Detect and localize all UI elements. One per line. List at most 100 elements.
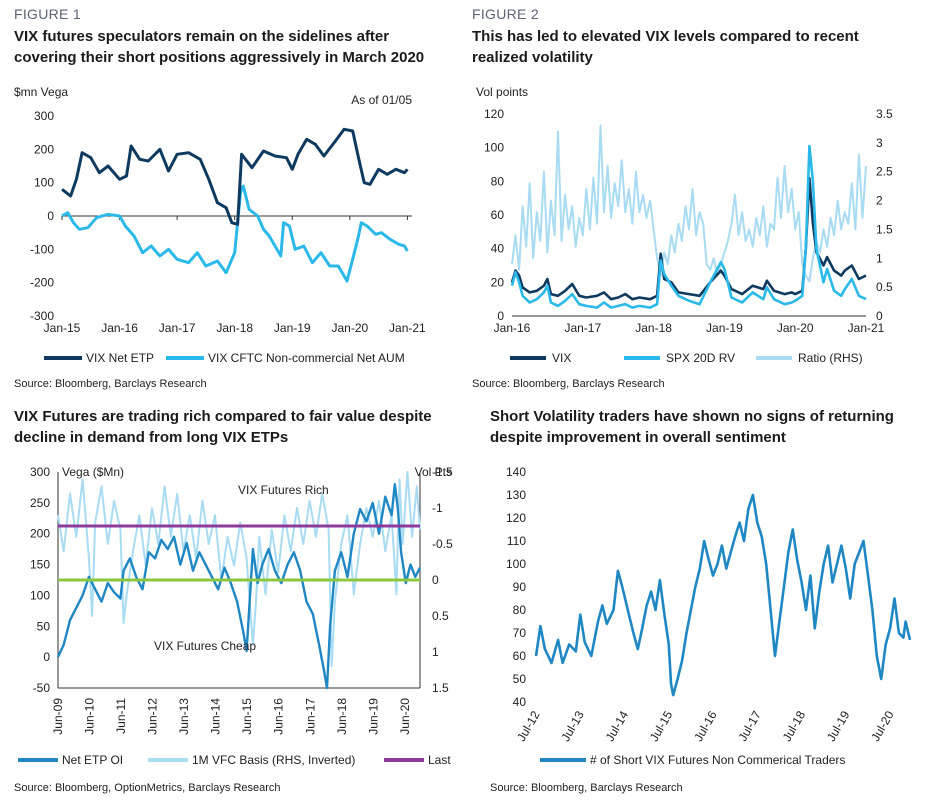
y-tick-label: 70 xyxy=(513,626,527,640)
series-line-light xyxy=(511,124,867,283)
x-tick-label: Jan-20 xyxy=(331,321,368,335)
x-tick-label: Jun-19 xyxy=(366,698,380,735)
x-tick-label: Jan-21 xyxy=(848,321,885,335)
y-tick-label: -300 xyxy=(30,309,54,323)
y2-tick-label: 0 xyxy=(876,309,883,323)
y-tick-label: -100 xyxy=(30,242,54,256)
x-tick-label: Jun-12 xyxy=(146,698,160,735)
as-of-annotation: As of 01/05 xyxy=(351,93,412,107)
y-tick-label: 0 xyxy=(497,309,504,323)
figure-1-label: FIGURE 1 xyxy=(14,6,81,22)
x-tick-label: Jun-11 xyxy=(114,698,128,734)
figure-4-source: Source: Bloomberg, Barclays Research xyxy=(490,782,683,794)
y-tick-label: 150 xyxy=(30,558,50,572)
x-tick-label: Jan-16 xyxy=(101,321,138,335)
y-tick-label: 90 xyxy=(513,580,527,594)
y-tick-label: 20 xyxy=(491,275,505,289)
y2-tick-label: 1.5 xyxy=(432,681,449,695)
y-tick-label: 130 xyxy=(506,488,526,502)
y2-tick-label: 1 xyxy=(432,645,439,659)
y-tick-label: 120 xyxy=(484,107,504,121)
x-tick-label: Jul-18 xyxy=(780,708,809,744)
x-tick-label: Jun-10 xyxy=(83,698,97,735)
y-tick-label: 100 xyxy=(30,588,50,602)
figure-1-title-line-2: covering their short positions aggressiv… xyxy=(14,49,425,66)
y-tick-label: 110 xyxy=(507,534,526,548)
x-tick-label: Jun-14 xyxy=(209,698,223,735)
chart-3: Vega ($Mn) Vol Pts 300 250 200 150 100 50 0 -50 -1… xyxy=(18,465,453,767)
y2-tick-label: 2.5 xyxy=(876,165,893,179)
y2-tick-label: 3.5 xyxy=(876,107,893,121)
y2-tick-label: 2 xyxy=(876,194,883,208)
x-tick-label: Jan-21 xyxy=(389,321,426,335)
y-tick-label: 100 xyxy=(34,176,54,190)
y2-tick-label: 1 xyxy=(876,251,883,265)
x-tick-label: Jul-15 xyxy=(647,708,676,744)
y-tick-label: 40 xyxy=(513,695,527,709)
legend-label: 1M VFC Basis (RHS, Inverted) xyxy=(192,753,355,767)
x-tick-label: Jan-17 xyxy=(564,321,601,335)
y-tick-label: 200 xyxy=(30,527,50,541)
legend-label: Last xyxy=(428,753,451,767)
y-tick-label: 200 xyxy=(34,142,54,156)
x-tick-label: Jan-18 xyxy=(216,321,253,335)
y2-tick-label: 1.5 xyxy=(876,222,893,236)
annotation-cheap: VIX Futures Cheap xyxy=(154,639,256,653)
y-tick-label: 80 xyxy=(513,603,527,617)
figure-3-source: Source: Bloomberg, OptionMetrics, Barcla… xyxy=(14,782,281,794)
y-tick-label: 50 xyxy=(513,672,527,686)
y-tick-label: 60 xyxy=(513,649,527,663)
x-tick-label: Jul-20 xyxy=(868,708,897,744)
x-tick-label: Jun-17 xyxy=(303,698,317,735)
x-tick-label: Jan-19 xyxy=(274,321,311,335)
x-tick-label: Jun-20 xyxy=(398,698,412,735)
x-tick-label: Jan-18 xyxy=(635,321,672,335)
x-tick-label: Jun-15 xyxy=(240,698,254,735)
annotation-rich: VIX Futures Rich xyxy=(238,483,329,497)
legend-label: Ratio (RHS) xyxy=(798,351,863,365)
figure-2-title-line-1: This has led to elevated VIX levels comp… xyxy=(472,28,859,45)
x-tick-label: Jul-12 xyxy=(514,708,543,744)
y-tick-label: 140 xyxy=(506,465,526,479)
x-tick-label: Jun-16 xyxy=(272,698,286,735)
y-tick-label: 0 xyxy=(43,650,50,664)
x-tick-label: Jul-14 xyxy=(603,708,632,744)
x-tick-label: Jun-18 xyxy=(335,698,349,735)
y2-tick-label: 0 xyxy=(432,573,439,587)
figure-1-title-line-1: VIX futures speculators remain on the si… xyxy=(14,28,390,45)
x-tick-label: Jul-13 xyxy=(558,708,587,744)
y-axis-label: Vol points xyxy=(476,85,528,99)
y-axis-label: Vega ($Mn) xyxy=(62,465,124,479)
x-tick-label: Jan-20 xyxy=(777,321,814,335)
y2-axis-label: Vol Pts xyxy=(415,465,452,479)
y-tick-label: 0 xyxy=(47,209,54,223)
chart-1: $mn Vega As of 01/05 300 200 100 0 -100 -200 -30… xyxy=(14,85,426,365)
chart-2: Vol points 0 20 40 60 80 100 120 0 0.5 1 1.5 2 2.5 3 3.… xyxy=(476,85,893,365)
figure-3-title: VIX Futures are trading rich compared to… xyxy=(14,406,464,448)
y-axis-label: $mn Vega xyxy=(14,85,68,99)
y2-tick-label: -1 xyxy=(432,501,443,515)
y-tick-label: 80 xyxy=(491,174,505,188)
legend-label: Net ETP OI xyxy=(62,753,123,767)
figure-2-title-line-2: realized volatility xyxy=(472,49,593,66)
y2-tick-label: 3 xyxy=(876,136,883,150)
y-tick-label: 300 xyxy=(30,465,50,479)
x-tick-label: Jan-19 xyxy=(706,321,743,335)
y-tick-label: 300 xyxy=(34,109,54,123)
y2-tick-label: -0.5 xyxy=(432,537,453,551)
figure-3-title-line-1: VIX Futures are trading rich compared to… xyxy=(14,408,432,425)
y-tick-label: 100 xyxy=(506,557,526,571)
y2-tick-label: 0.5 xyxy=(876,280,893,294)
y-tick-label: 120 xyxy=(506,511,526,525)
figure-2-label: FIGURE 2 xyxy=(472,6,539,22)
y-tick-label: -200 xyxy=(30,276,54,290)
x-tick-label: Jan-17 xyxy=(159,321,196,335)
series-line-cyan xyxy=(61,184,409,283)
y-tick-label: 40 xyxy=(491,242,505,256)
legend-label: VIX CFTC Non-commercial Net AUM xyxy=(208,351,405,365)
x-tick-label: Jul-19 xyxy=(824,708,853,744)
x-tick-label: Jun-09 xyxy=(51,698,65,735)
series-line-light xyxy=(57,471,421,668)
x-tick-label: Jun-13 xyxy=(177,698,191,735)
